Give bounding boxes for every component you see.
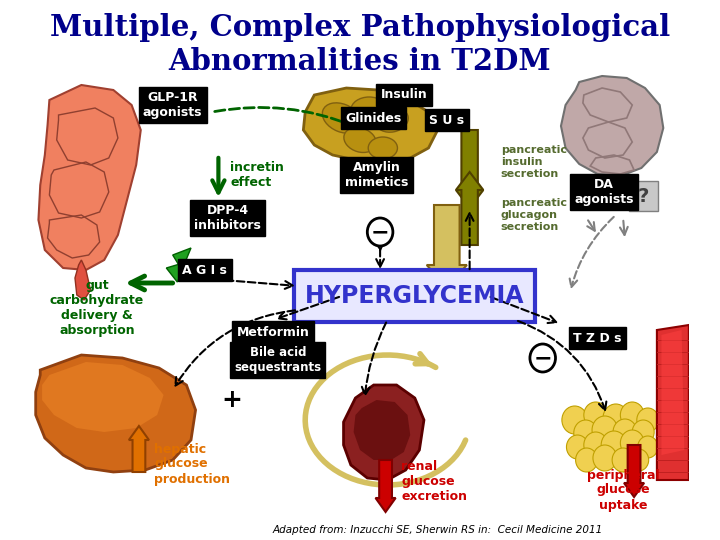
Circle shape bbox=[584, 432, 608, 458]
Circle shape bbox=[567, 435, 588, 459]
Circle shape bbox=[613, 419, 636, 445]
Circle shape bbox=[601, 431, 626, 459]
Text: ?: ? bbox=[637, 186, 649, 206]
Polygon shape bbox=[657, 325, 689, 480]
Text: T Z D s: T Z D s bbox=[573, 332, 622, 345]
Circle shape bbox=[592, 416, 618, 444]
FancyArrow shape bbox=[129, 426, 149, 472]
Polygon shape bbox=[75, 260, 91, 300]
FancyBboxPatch shape bbox=[294, 270, 536, 322]
Polygon shape bbox=[166, 262, 186, 282]
FancyArrow shape bbox=[456, 172, 483, 245]
Circle shape bbox=[603, 404, 629, 432]
Circle shape bbox=[575, 448, 598, 472]
Ellipse shape bbox=[344, 127, 376, 152]
Text: +: + bbox=[222, 388, 243, 412]
Text: S U s: S U s bbox=[429, 113, 464, 126]
Text: −: − bbox=[534, 348, 552, 368]
Text: Abnormalities in T2DM: Abnormalities in T2DM bbox=[168, 48, 552, 77]
FancyArrow shape bbox=[456, 130, 483, 208]
Circle shape bbox=[636, 408, 659, 432]
Ellipse shape bbox=[376, 108, 408, 132]
Text: −: − bbox=[371, 222, 390, 242]
Circle shape bbox=[632, 420, 654, 444]
Text: pancreatic
insulin
secretion: pancreatic insulin secretion bbox=[500, 145, 567, 179]
Polygon shape bbox=[38, 85, 140, 270]
Text: gut
carbohydrate
delivery &
absorption: gut carbohydrate delivery & absorption bbox=[50, 279, 144, 337]
Circle shape bbox=[574, 420, 598, 446]
Text: DA
agonists: DA agonists bbox=[574, 178, 634, 206]
Polygon shape bbox=[662, 330, 684, 455]
Ellipse shape bbox=[368, 137, 397, 159]
Circle shape bbox=[562, 406, 588, 434]
Polygon shape bbox=[36, 355, 196, 472]
Text: Amylin
mimetics: Amylin mimetics bbox=[345, 161, 408, 189]
Text: incretin
effect: incretin effect bbox=[230, 161, 284, 189]
Text: pancreatic
glucagon
secretion: pancreatic glucagon secretion bbox=[500, 198, 567, 232]
Text: Glinides: Glinides bbox=[346, 111, 402, 125]
Text: DPP-4
inhibitors: DPP-4 inhibitors bbox=[194, 204, 261, 232]
Circle shape bbox=[367, 218, 393, 246]
Polygon shape bbox=[343, 385, 424, 480]
Ellipse shape bbox=[323, 103, 361, 133]
FancyArrow shape bbox=[624, 445, 644, 497]
Ellipse shape bbox=[351, 97, 387, 123]
Polygon shape bbox=[173, 248, 191, 270]
Text: Adapted from: Inzucchi SE, Sherwin RS in:  Cecil Medicine 2011: Adapted from: Inzucchi SE, Sherwin RS in… bbox=[273, 525, 603, 535]
Polygon shape bbox=[303, 88, 438, 162]
Circle shape bbox=[621, 430, 644, 456]
Text: Metformin: Metformin bbox=[237, 326, 310, 339]
Circle shape bbox=[593, 445, 617, 471]
Circle shape bbox=[629, 449, 649, 471]
FancyArrow shape bbox=[427, 205, 467, 287]
Text: hepatic
glucose
production: hepatic glucose production bbox=[155, 442, 230, 485]
FancyArrow shape bbox=[376, 460, 395, 512]
Circle shape bbox=[621, 402, 644, 428]
Circle shape bbox=[530, 344, 556, 372]
Text: Insulin: Insulin bbox=[380, 89, 427, 102]
Text: Multiple, Complex Pathophysiological: Multiple, Complex Pathophysiological bbox=[50, 14, 670, 43]
Circle shape bbox=[612, 448, 634, 472]
FancyBboxPatch shape bbox=[629, 181, 658, 211]
Text: GLP-1R
agonists: GLP-1R agonists bbox=[143, 91, 202, 119]
Circle shape bbox=[584, 402, 608, 428]
Polygon shape bbox=[42, 362, 163, 432]
Text: renal
glucose
excretion: renal glucose excretion bbox=[401, 461, 467, 503]
Polygon shape bbox=[561, 76, 663, 176]
Text: A G I s: A G I s bbox=[182, 264, 227, 276]
Text: Bile acid
sequestrants: Bile acid sequestrants bbox=[234, 346, 321, 374]
Text: peripheral
glucose
uptake: peripheral glucose uptake bbox=[587, 469, 660, 511]
Polygon shape bbox=[354, 400, 410, 460]
Text: HYPERGLYCEMIA: HYPERGLYCEMIA bbox=[305, 284, 525, 308]
Circle shape bbox=[638, 436, 658, 458]
